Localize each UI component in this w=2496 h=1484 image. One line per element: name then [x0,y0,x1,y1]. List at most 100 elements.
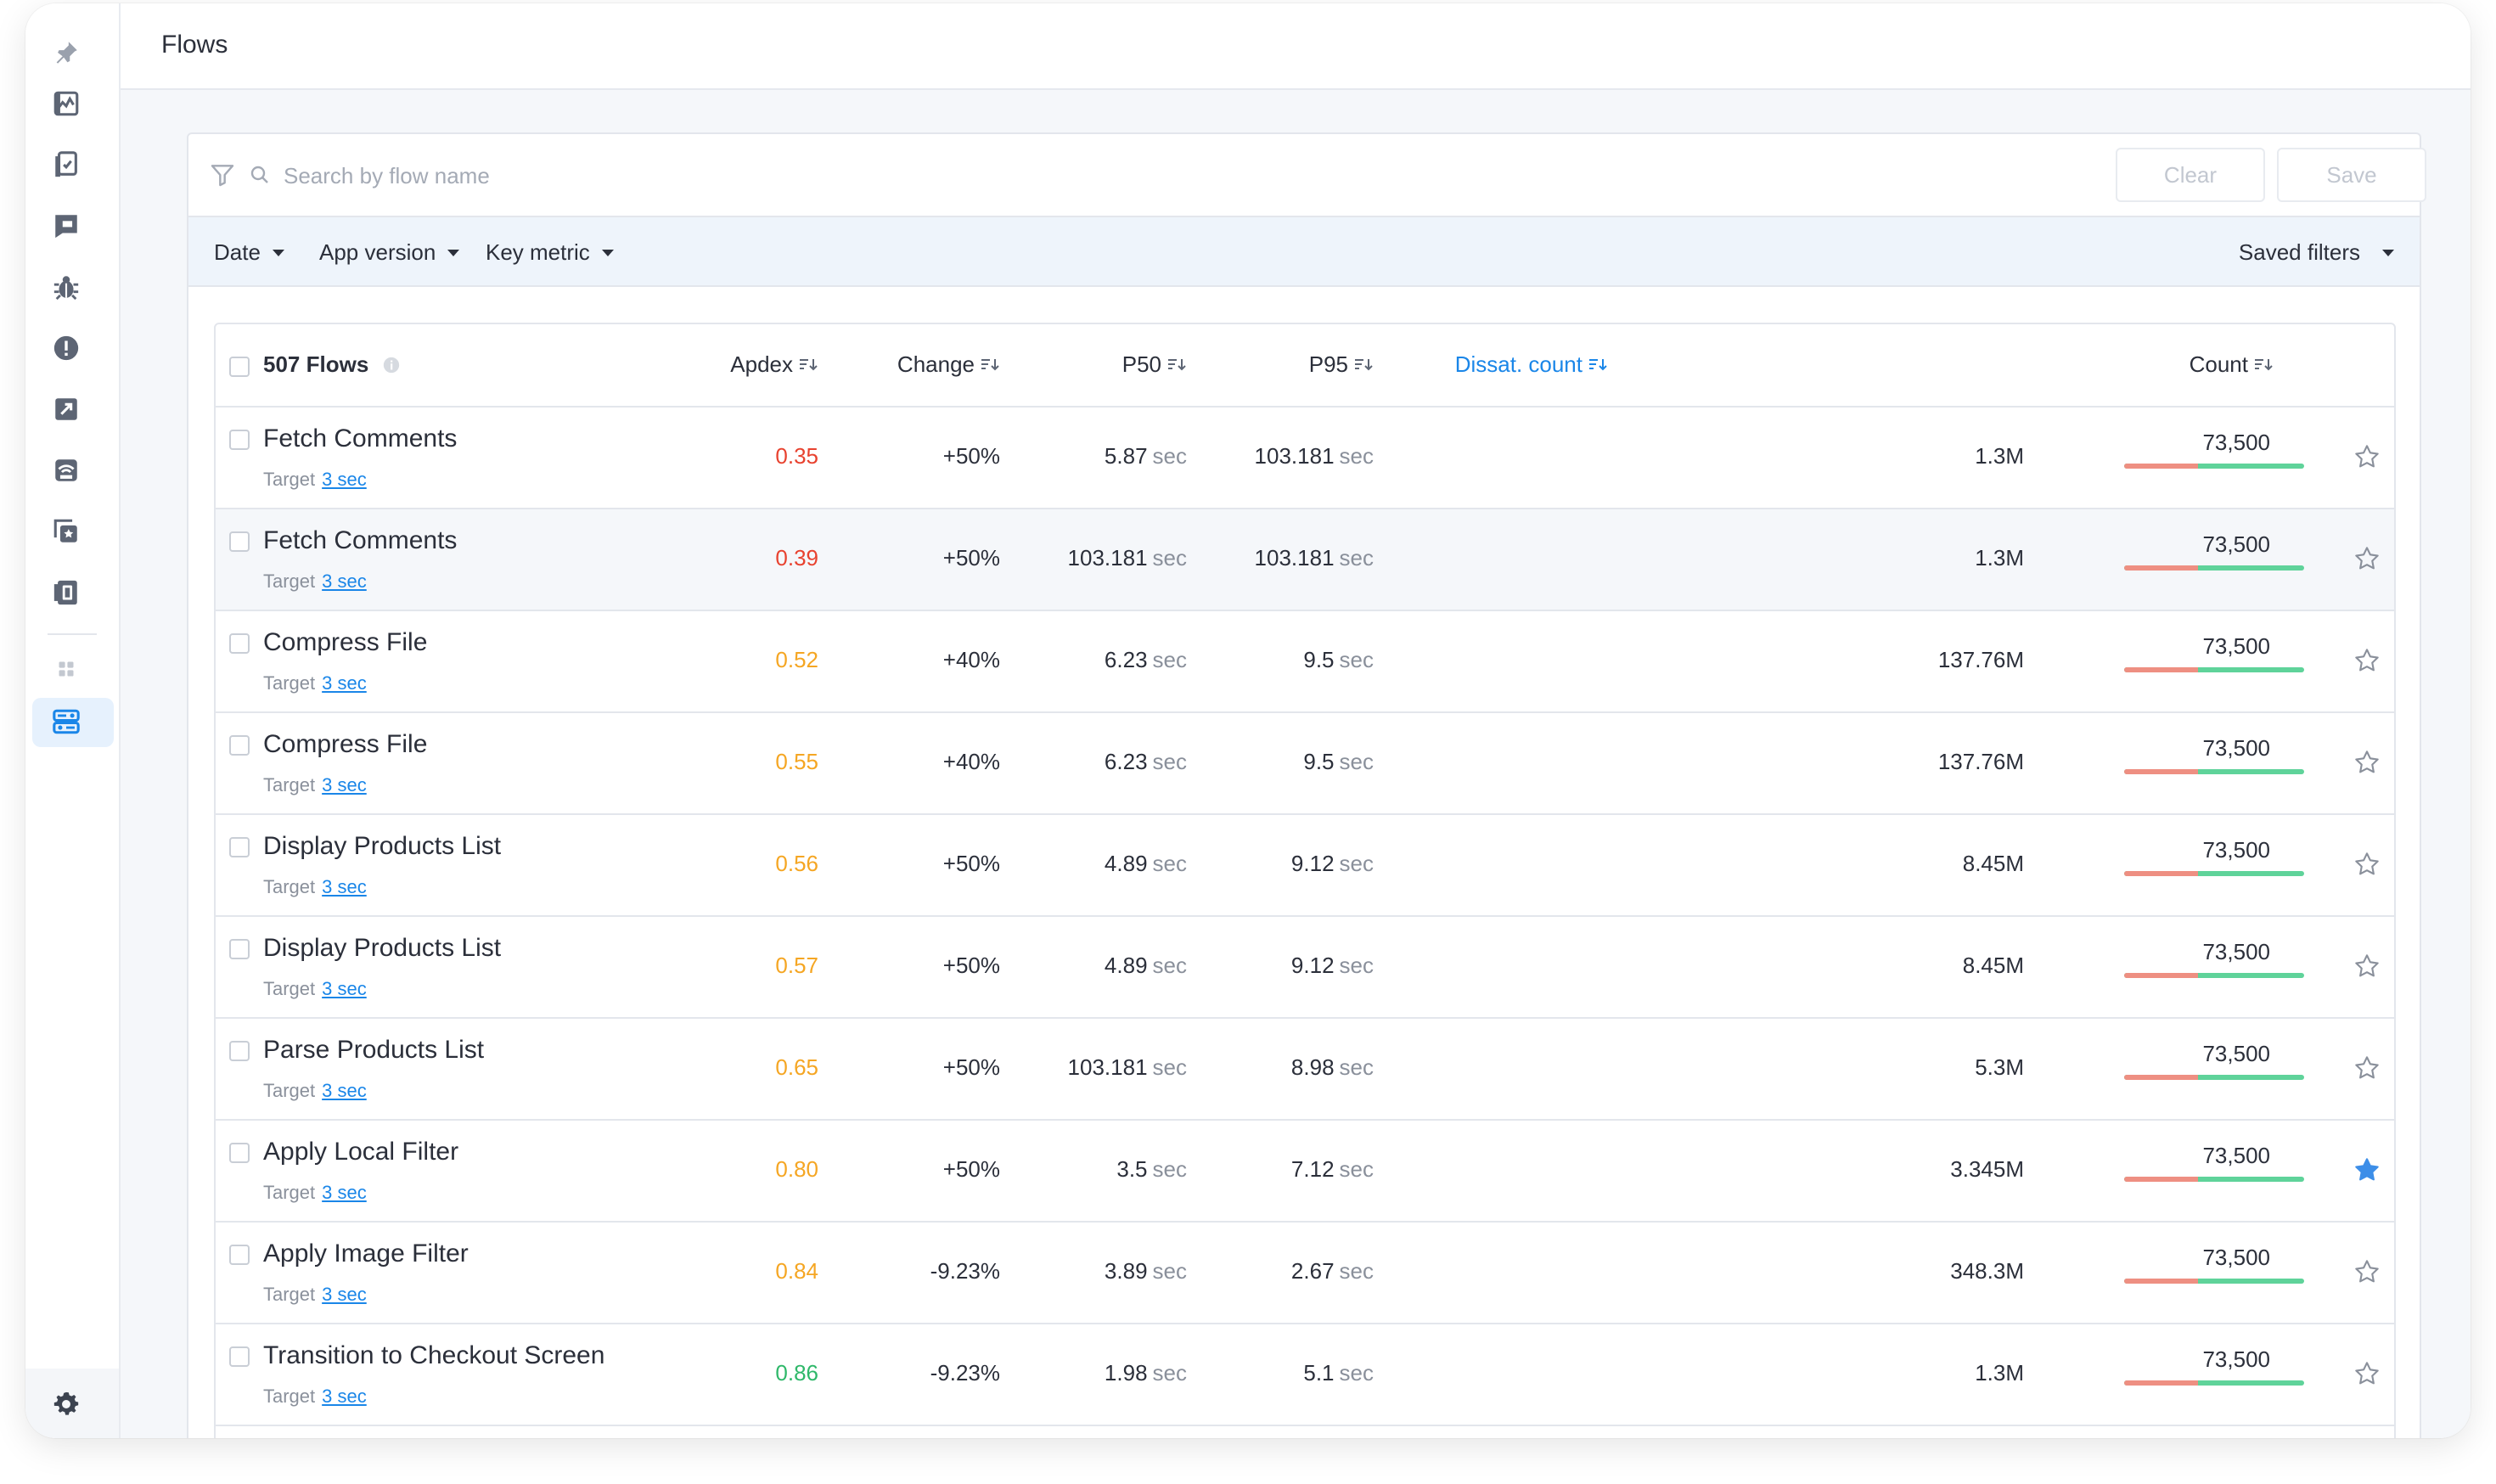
select-all-checkbox[interactable] [229,357,250,377]
p95-value: 103.181 [1254,443,1335,469]
p95-value: 9.5 [1303,749,1335,774]
row-checkbox[interactable] [229,837,250,857]
target-label: Target [263,876,316,897]
count-bar-dissatisfied [2124,667,2198,672]
p50-unit: sec [1152,1156,1187,1182]
flow-name[interactable]: Compress File [263,628,428,656]
table-row[interactable]: Display Products List Target 3 sec 0.57 +50%… [216,917,2394,1019]
table-row[interactable]: Fetch Comments Target 3 sec 0.35 +50% 5.87 sec… [216,408,2394,509]
target-link[interactable]: 3 sec [322,1386,367,1407]
table-row[interactable]: Compress File Target 3 sec 0.55 +40% 6.23 sec 9… [216,713,2394,815]
sort-icon [800,358,818,370]
change-value: +40% [942,749,1000,774]
saved-filters-dropdown[interactable]: Saved filters [2239,239,2394,266]
column-header-p95[interactable]: P95 [1309,351,1374,378]
flow-name[interactable]: Transition to Checkout Screen [263,1341,605,1369]
search-input[interactable] [282,155,964,197]
app-icon[interactable] [49,148,83,182]
launch-icon[interactable] [49,392,83,426]
target-link[interactable]: 3 sec [322,469,367,490]
target-link[interactable]: 3 sec [322,1284,367,1305]
screens-icon[interactable] [49,514,83,548]
apdex-value: 0.52 [775,647,818,672]
target-label: Target [263,1080,316,1101]
date-dropdown[interactable]: Date [214,239,284,266]
column-header-p50[interactable]: P50 [1122,351,1187,378]
target-link[interactable]: 3 sec [322,672,367,694]
network-icon[interactable] [49,453,83,487]
row-checkbox[interactable] [229,1041,250,1061]
target-link[interactable]: 3 sec [322,571,367,592]
count-bar [2124,1380,2304,1386]
table-row[interactable]: Parse Products List Target 3 sec 0.65 +50% 10… [216,1019,2394,1121]
target-link[interactable]: 3 sec [322,978,367,999]
key-metric-dropdown[interactable]: Key metric [486,239,614,266]
flow-name[interactable]: Compress File [263,730,428,758]
target-link[interactable]: 3 sec [322,774,367,795]
favorite-star-icon[interactable] [2353,1360,2381,1387]
flow-name[interactable]: Parse Products List [263,1036,485,1064]
clear-button[interactable]: Clear [2116,148,2265,202]
save-button[interactable]: Save [2277,148,2426,202]
flow-name[interactable]: Apply Image Filter [263,1239,469,1268]
filter-icon[interactable] [209,161,236,188]
row-checkbox[interactable] [229,1245,250,1265]
row-checkbox[interactable] [229,531,250,552]
target-link[interactable]: 3 sec [322,1080,367,1101]
table-row[interactable]: Apply Image Filter Target 3 sec 0.84 -9.23% 3… [216,1223,2394,1324]
table-row[interactable]: Fetch Comments Target 3 sec 0.39 +50% 103.181… [216,509,2394,611]
favorite-star-icon[interactable] [2353,545,2381,572]
table-row[interactable]: Apply Local Filter Target 3 sec 0.80 +50% 3.5… [216,1121,2394,1223]
row-checkbox[interactable] [229,430,250,450]
flow-name[interactable]: Apply Local Filter [263,1138,459,1166]
flow-name[interactable]: Fetch Comments [263,424,458,453]
count-value: 73,500 [2202,1143,2270,1168]
column-header-change[interactable]: Change [897,351,1000,378]
flow-name[interactable]: Fetch Comments [263,526,458,554]
traces-icon[interactable] [49,576,83,610]
favorite-star-icon[interactable] [2353,749,2381,776]
p50-cell: 103.181 sec [1068,545,1187,571]
column-header-count[interactable]: Count [2190,351,2274,378]
favorite-star-icon[interactable] [2353,443,2381,470]
settings-icon[interactable] [49,1387,83,1421]
apps-grid-icon[interactable] [49,652,83,686]
change-value: +50% [942,443,1000,469]
row-checkbox[interactable] [229,633,250,654]
p50-value: 6.23 [1104,749,1148,774]
alert-icon[interactable] [49,331,83,365]
count-bar-dissatisfied [2124,1380,2198,1386]
flow-target: Target 3 sec [263,1284,367,1306]
app-version-dropdown[interactable]: App version [319,239,460,266]
favorite-star-icon[interactable] [2353,851,2381,878]
count-bar [2124,1075,2304,1080]
row-checkbox[interactable] [229,1143,250,1163]
column-header-dissat-count[interactable]: Dissat. count [1455,351,1608,378]
count-bar [2124,464,2304,469]
target-link[interactable]: 3 sec [322,876,367,897]
target-link[interactable]: 3 sec [322,1182,367,1203]
flag-icon[interactable] [49,209,83,243]
favorite-star-icon[interactable] [2353,953,2381,980]
info-icon[interactable] [382,356,401,374]
favorite-star-icon[interactable] [2353,1054,2381,1082]
favorite-star-icon[interactable] [2353,1156,2381,1183]
flows-icon[interactable] [49,705,83,739]
row-checkbox[interactable] [229,735,250,756]
table-row[interactable]: Display Products List Target 3 sec 0.56 +50%… [216,815,2394,917]
column-header-apdex[interactable]: Apdex [730,351,818,378]
dashboard-icon[interactable] [49,87,83,121]
table-row[interactable]: Compress File Target 3 sec 0.52 +40% 6.23 sec 9… [216,611,2394,713]
favorite-star-icon[interactable] [2353,1258,2381,1285]
row-checkbox[interactable] [229,1346,250,1367]
table-row[interactable]: Transition to Checkout Screen Target 3 sec… [216,1324,2394,1426]
row-checkbox[interactable] [229,939,250,959]
flow-name[interactable]: Display Products List [263,934,502,962]
pin-icon[interactable] [49,36,83,70]
flow-name[interactable]: Display Products List [263,832,502,860]
p95-unit: sec [1339,851,1374,876]
count-bar [2124,1279,2304,1284]
favorite-star-icon[interactable] [2353,647,2381,674]
bug-icon[interactable] [49,270,83,304]
apdex-value: 0.86 [775,1360,818,1386]
